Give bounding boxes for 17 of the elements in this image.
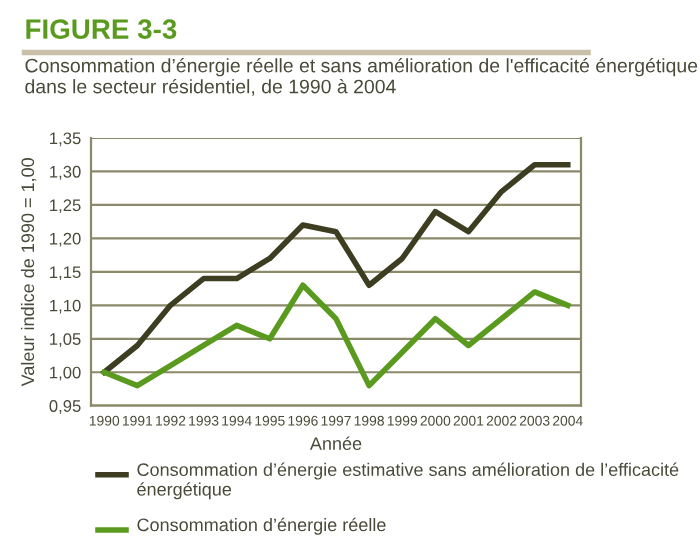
y-tick-label: 1,20: [50, 232, 81, 247]
y-tick-label: 0,95: [49, 400, 81, 414]
line-series: [101, 282, 571, 389]
x-axis-title: Année: [309, 436, 362, 450]
y-tick-label: 1,10: [50, 299, 81, 314]
y-tick-label: 1,35: [50, 132, 81, 147]
chart-title: FIGURE 3-3: [26, 19, 177, 39]
line-series: [101, 161, 571, 376]
y-tick-label: 1,05: [50, 333, 81, 347]
y-tick-label: 1,00: [50, 366, 81, 381]
legend-label: Consommation d’énergie réelle: [137, 517, 386, 535]
y-tick-label: 1,25: [50, 199, 81, 214]
chart-subtitle: Consommation d’énergie réelle et sans amélioration de l'efficacité énergétique dans le secteur résidentiel, de 1990 à 2004: [25, 57, 698, 96]
y-axis-title: Valeur indice de 1990 = 1,00: [20, 158, 37, 387]
y-tick-label: 1,30: [50, 165, 81, 180]
y-tick-label: 1,15: [50, 266, 81, 281]
legend-label: Consommation d’énergie estimative sans amélioration de l’efficacité énergétique: [137, 462, 679, 500]
